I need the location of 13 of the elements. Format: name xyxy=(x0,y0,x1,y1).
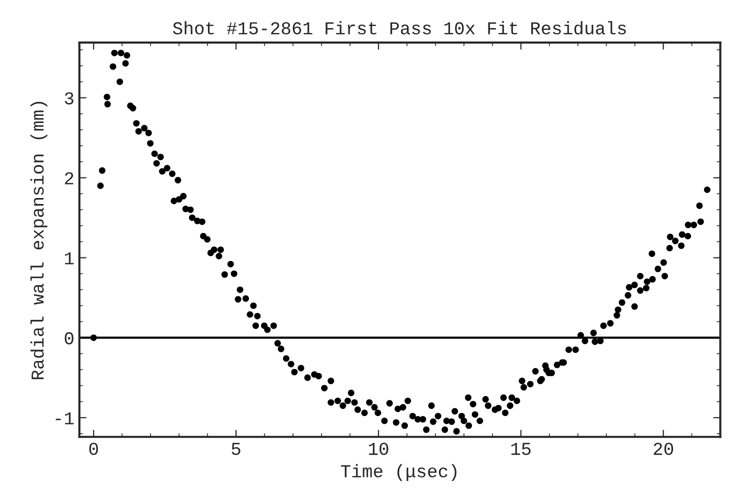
y-tick-label: 0 xyxy=(64,332,74,344)
x-tick-label: 15 xyxy=(511,442,531,455)
y-tick-label: 3 xyxy=(64,92,74,104)
x-tick-label: 10 xyxy=(368,442,388,455)
x-axis-title: Time (μsec) xyxy=(340,464,456,481)
y-tick-label: -1 xyxy=(56,412,74,424)
y-axis-title: Radial wall expansion (mm) xyxy=(30,102,48,380)
x-tick-label: 20 xyxy=(654,442,674,455)
y-tick-label: 2 xyxy=(64,172,74,184)
chart-title: Shot #15-2861 First Pass 10x Fit Residuals xyxy=(172,21,626,34)
x-tick-label: 0 xyxy=(89,442,98,455)
x-tick-label: 5 xyxy=(232,442,240,455)
y-tick-label: 1 xyxy=(64,252,74,264)
